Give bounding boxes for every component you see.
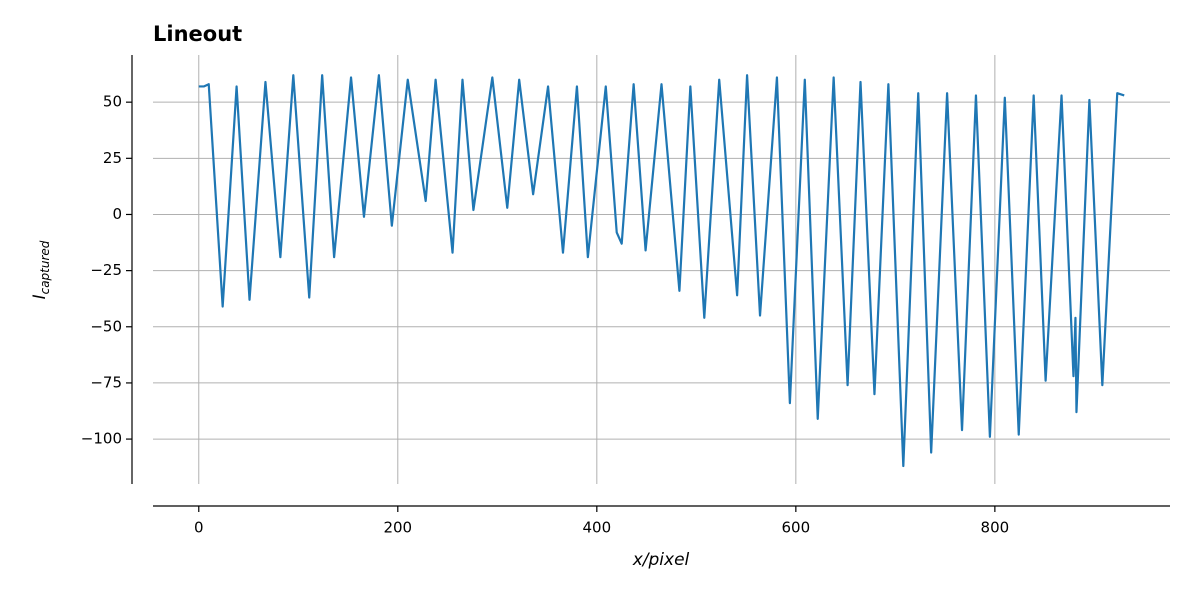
x-tick-label: 400: [582, 519, 611, 537]
data-line: [198, 74, 1125, 468]
y-tick-label: −100: [81, 430, 122, 448]
x-tick-label: 200: [383, 519, 412, 537]
x-axis-label: x/pixel: [632, 550, 690, 570]
y-tick-label: 25: [103, 149, 122, 167]
y-tick-label: 0: [112, 205, 122, 223]
x-tick-label: 0: [194, 519, 204, 537]
y-tick-label: −50: [90, 317, 122, 335]
y-label-sub: captured: [38, 240, 52, 294]
y-label-main: I: [30, 294, 50, 299]
y-tick-label: −75: [90, 373, 122, 391]
y-tick-label: 50: [103, 93, 122, 111]
chart-title: Lineout: [153, 22, 242, 46]
x-tick-label: 800: [981, 519, 1010, 537]
y-axis-label: Icaptured: [30, 240, 52, 299]
y-tick-label: −25: [90, 261, 122, 279]
x-tick-label: 600: [782, 519, 811, 537]
